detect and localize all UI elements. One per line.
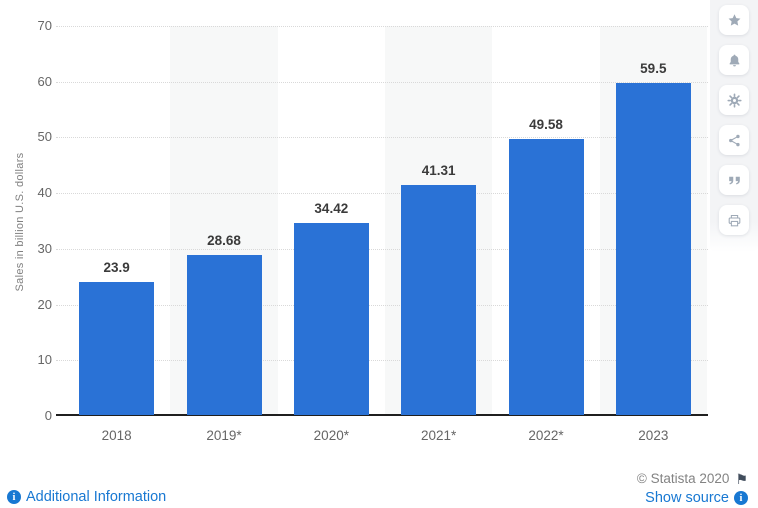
gridline <box>56 193 708 195</box>
y-axis-tick-label: 40 <box>37 185 52 201</box>
bar-2019*[interactable] <box>186 255 262 415</box>
bar-2023[interactable] <box>615 83 691 415</box>
cite-button[interactable] <box>719 165 749 195</box>
y-axis-tick-label: 60 <box>37 73 52 89</box>
y-axis-tick-label: 20 <box>37 296 52 312</box>
notifications-button[interactable] <box>719 45 749 75</box>
info-icon: i <box>734 491 748 505</box>
additional-information-label: Additional Information <box>26 489 167 505</box>
info-icon: i <box>7 490 21 504</box>
gridline <box>56 26 708 27</box>
gridline <box>56 81 708 83</box>
x-axis-category-label: 2021* <box>421 428 457 443</box>
star-icon <box>727 13 742 28</box>
gridline <box>56 248 708 250</box>
x-axis-category-label: 2020* <box>313 428 349 443</box>
bar-value-label: 28.68 <box>207 233 241 248</box>
bar-value-label: 23.9 <box>103 260 130 275</box>
show-source-link[interactable]: Show source i <box>645 490 748 506</box>
x-axis-category-label: 2023 <box>638 428 669 443</box>
additional-information-link[interactable]: i Additional Information <box>7 489 166 505</box>
flag-icon: ⚑ <box>735 470 748 487</box>
share-icon <box>727 133 742 148</box>
print-button[interactable] <box>719 205 749 235</box>
bar-2018[interactable] <box>79 282 155 415</box>
share-button[interactable] <box>719 125 749 155</box>
x-axis-category-label: 2022* <box>528 428 564 443</box>
y-axis-tick-label: 30 <box>37 240 52 256</box>
bell-icon <box>727 53 742 68</box>
gridline <box>56 360 708 362</box>
x-axis-line <box>56 414 708 416</box>
bar-value-label: 59.5 <box>640 61 667 76</box>
show-source-label: Show source <box>645 490 729 506</box>
quote-icon <box>727 173 742 188</box>
y-axis-tick-label: 50 <box>37 129 52 145</box>
sidebar-toolbar <box>710 0 758 252</box>
gridline <box>56 137 708 139</box>
bar-2020*[interactable] <box>293 223 369 415</box>
y-axis-tick-label: 10 <box>37 352 52 368</box>
y-axis-tick-label: 0 <box>44 408 52 423</box>
y-axis-title: Sales in billion U.S. dollars <box>14 152 26 292</box>
copyright-label: © Statista 2020 <box>636 471 730 486</box>
x-axis-category-label: 2018 <box>101 428 132 443</box>
y-axis-tick-label: 70 <box>37 18 52 33</box>
gear-icon <box>726 92 742 108</box>
printer-icon <box>727 213 742 228</box>
bar-value-label: 41.31 <box>421 163 456 178</box>
gridline <box>56 304 708 306</box>
x-axis-category-label: 2019* <box>206 428 242 443</box>
settings-button[interactable] <box>719 85 749 115</box>
favorite-button[interactable] <box>719 5 749 35</box>
bar-2022*[interactable] <box>508 139 584 415</box>
bar-value-label: 34.42 <box>314 201 349 216</box>
copyright-notice: © Statista 2020 ⚑ <box>637 471 748 486</box>
bar-value-label: 49.58 <box>529 117 563 132</box>
bar-2021*[interactable] <box>401 185 477 415</box>
